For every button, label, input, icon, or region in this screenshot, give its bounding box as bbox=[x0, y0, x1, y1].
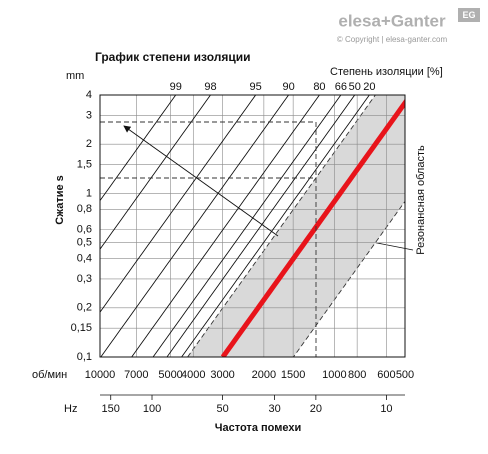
x-label: Частота помехи bbox=[215, 422, 301, 434]
y-tick-label: 0,2 bbox=[77, 302, 92, 314]
copyright: © Copyright | elesa-ganter.com bbox=[337, 35, 448, 44]
hz-tick-label: 30 bbox=[268, 403, 280, 415]
x-tick-label: 3000 bbox=[210, 369, 234, 381]
isolation-line bbox=[166, 95, 356, 357]
y-label: Сжатие s bbox=[54, 175, 66, 225]
resonance-region bbox=[187, 95, 405, 357]
x-tick-label: 500 bbox=[396, 369, 414, 381]
badge-box bbox=[458, 8, 480, 22]
isolation-line bbox=[100, 95, 289, 357]
isolation-label: 95 bbox=[250, 81, 262, 93]
x-tick-label: 1500 bbox=[281, 369, 305, 381]
y-tick-label: 0,6 bbox=[77, 224, 92, 236]
region-edge bbox=[187, 95, 376, 357]
chart-title: График степени изоляции bbox=[95, 50, 251, 64]
y-tick-label: 0,4 bbox=[77, 252, 92, 264]
x-tick-label: 800 bbox=[348, 369, 366, 381]
y-tick-label: 0,15 bbox=[71, 322, 92, 334]
x-tick-label: 1000 bbox=[322, 369, 346, 381]
hz-tick-label: 50 bbox=[216, 403, 228, 415]
y-tick-label: 0,3 bbox=[77, 273, 92, 285]
y-tick-label: 2 bbox=[86, 138, 92, 150]
resonance-line bbox=[220, 98, 405, 357]
example-arrow bbox=[123, 125, 279, 237]
isolation-label: 90 bbox=[282, 81, 294, 93]
x-tick-label: 5000 bbox=[158, 369, 182, 381]
isolation-label: 80 bbox=[313, 81, 325, 93]
isolation-line bbox=[100, 95, 177, 202]
example-dash bbox=[100, 121, 317, 357]
brand: elesa+Ganter bbox=[338, 11, 446, 30]
y-tick-label: 4 bbox=[86, 89, 92, 101]
hz-tick-label: 150 bbox=[102, 403, 120, 415]
x-tick-label: 2000 bbox=[252, 369, 276, 381]
isolation-label: 50 bbox=[349, 81, 361, 93]
x-tick-label: 600 bbox=[377, 369, 395, 381]
y-tick-label: 0,1 bbox=[77, 351, 92, 363]
x-unit-rpm: об/мин bbox=[32, 369, 67, 381]
hz-tick-label: 100 bbox=[143, 403, 161, 415]
isolation-label: 99 bbox=[170, 81, 182, 93]
y-tick-label: 0,5 bbox=[77, 237, 92, 249]
x-tick-label: 7000 bbox=[124, 369, 148, 381]
plot-frame bbox=[99, 94, 406, 358]
isolation-label: 20 bbox=[363, 81, 375, 93]
isolation-line bbox=[152, 95, 342, 357]
y-tick-label: 3 bbox=[86, 109, 92, 121]
y-unit: mm bbox=[66, 70, 84, 82]
isolation-line bbox=[131, 95, 320, 357]
top-label: Степень изоляции [%] bbox=[330, 66, 443, 78]
x-tick-label: 4000 bbox=[181, 369, 205, 381]
y-tick-label: 1 bbox=[86, 187, 92, 199]
badge: EG bbox=[462, 10, 475, 20]
isolation-line bbox=[100, 95, 211, 250]
isolation-line bbox=[100, 95, 257, 313]
y-tick-label: 0,8 bbox=[77, 203, 92, 215]
region-edge bbox=[293, 200, 405, 357]
x-tick-label: 10000 bbox=[85, 369, 116, 381]
hz-tick-label: 10 bbox=[380, 403, 392, 415]
isolation-label: 66 bbox=[335, 81, 347, 93]
annotation: Резонансная область bbox=[415, 145, 427, 255]
hz-tick-label: 20 bbox=[310, 403, 322, 415]
y-tick-label: 1,5 bbox=[77, 159, 92, 171]
isolation-label: 98 bbox=[204, 81, 216, 93]
x-unit-hz: Hz bbox=[64, 403, 77, 415]
isolation-line bbox=[181, 95, 370, 357]
